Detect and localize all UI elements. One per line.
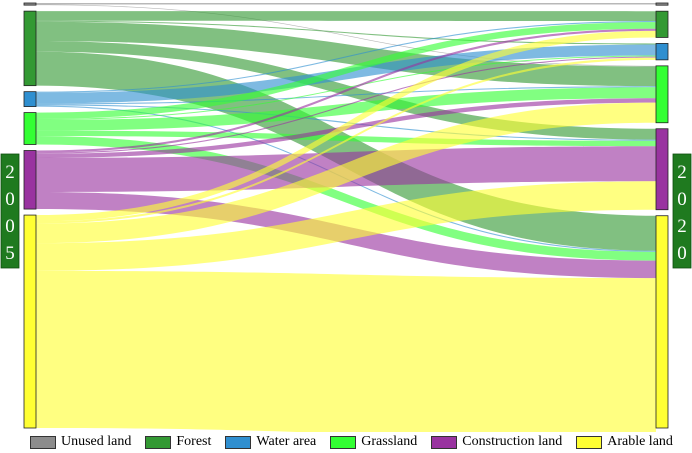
node-2005-water — [23, 91, 37, 107]
node-2005-grass — [23, 112, 37, 145]
legend-label-unused: Unused land — [61, 434, 132, 449]
flow-grass-to-forest — [36, 22, 656, 119]
flow-forest-to-grass — [36, 21, 656, 87]
year-labels: 2 0 0 5 2 0 2 0 — [0, 153, 692, 269]
legend-swatch-forest — [145, 435, 172, 449]
flow-arable-to-forest — [36, 30, 656, 222]
flow-water-to-construction — [36, 104, 656, 141]
legend-item-unused: Unused land — [30, 434, 131, 450]
node-2020-water — [655, 43, 669, 61]
legend-label-grass: Grassland — [361, 434, 418, 449]
flow-arable-to-construction — [36, 181, 656, 271]
land-use-nodes — [23, 2, 669, 429]
node-2020-forest — [655, 10, 669, 38]
legend-swatch-construction — [431, 435, 458, 449]
node-2020-unused — [655, 2, 669, 6]
legend-swatch-water — [225, 435, 252, 449]
flow-forest-to-water — [36, 20, 656, 45]
flow-water-to-water — [36, 44, 656, 104]
flow-grass-to-water — [36, 55, 656, 121]
legend-label-arable: Arable land — [607, 434, 673, 449]
legend-item-water: Water area — [225, 434, 316, 450]
legend-swatch-arable — [576, 435, 603, 449]
legend-label-water: Water area — [256, 434, 317, 449]
flow-grass-to-construction — [36, 130, 656, 147]
legend-item-forest: Forest — [145, 434, 211, 450]
legend-item-construction: Construction land — [431, 434, 562, 450]
legend-swatch-grass — [330, 435, 357, 449]
flow-unused-to-grass — [36, 4, 656, 67]
node-2005-forest — [23, 10, 37, 87]
flow-arable-to-arable — [36, 270, 656, 432]
flow-construction-to-water — [36, 56, 656, 154]
flow-construction-to-forest — [36, 28, 656, 153]
node-2020-arable — [655, 215, 669, 429]
flow-water-to-forest — [36, 21, 656, 93]
node-2020-construction — [655, 128, 669, 211]
flow-water-to-grass — [36, 86, 656, 105]
legend-item-arable: Arable land — [576, 434, 673, 450]
flow-grass-to-arable — [36, 135, 656, 261]
legend-item-grass: Grassland — [330, 434, 417, 450]
flow-links — [36, 3, 656, 432]
legend-label-forest: Forest — [176, 434, 212, 449]
node-2005-unused — [23, 2, 37, 6]
chart-legend: Unused land Forest Water area Grassland Cons… — [30, 432, 673, 452]
flow-arable-to-grass — [36, 102, 656, 244]
flow-forest-to-forest — [36, 11, 656, 22]
sankey-chart: 2 0 0 5 2 0 2 0 — [0, 2, 692, 432]
flow-grass-to-grass — [36, 87, 656, 131]
legend-swatch-unused — [30, 435, 56, 449]
flow-unused-to-unused — [36, 3, 656, 5]
flow-arable-to-water — [36, 57, 656, 224]
node-2020-grass — [655, 65, 669, 124]
node-2005-construction — [23, 150, 37, 210]
node-2005-arable — [23, 214, 37, 429]
legend-label-construction: Construction land — [462, 434, 563, 449]
